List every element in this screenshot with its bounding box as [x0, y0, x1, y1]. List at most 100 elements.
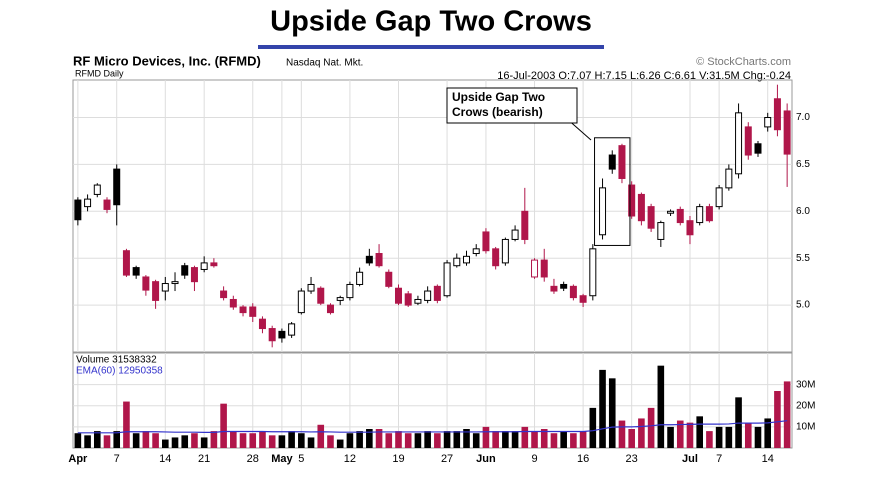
- candle-body: [152, 281, 160, 301]
- volume-bar: [608, 378, 616, 448]
- candle-body: [297, 290, 305, 314]
- candle-body: [608, 154, 616, 170]
- y-tick-label: 6.0: [796, 206, 810, 217]
- price-info: 16-Jul-2003 O:7.07 H:7.15 L:6.26 C:6.61 …: [497, 70, 791, 82]
- candle-body: [501, 238, 509, 264]
- candle-body: [249, 306, 257, 317]
- candle-body: [181, 265, 189, 276]
- volume-bar: [336, 439, 344, 448]
- candle-body: [783, 110, 791, 155]
- volume-bar: [268, 435, 276, 448]
- candle-body: [200, 262, 208, 270]
- volume-bar: [502, 431, 509, 448]
- x-tick-label: May: [271, 453, 293, 465]
- candle-body: [540, 259, 548, 278]
- volume-bar: [531, 431, 538, 448]
- volume-bar: [142, 431, 150, 448]
- volume-bar: [443, 431, 451, 448]
- candle-body: [132, 267, 140, 276]
- volume-bar: [715, 426, 723, 448]
- volume-bar: [638, 418, 645, 448]
- candle-body: [103, 199, 111, 210]
- volume-bar: [540, 429, 548, 448]
- y-tick-label: 6.5: [796, 159, 810, 170]
- volume-bar: [239, 433, 247, 448]
- volume-bar: [754, 426, 762, 448]
- volume-bar: [278, 435, 286, 448]
- candle-body: [560, 283, 568, 289]
- volume-bar: [230, 431, 237, 448]
- candle-body: [239, 306, 247, 314]
- x-tick-label: 9: [531, 453, 537, 465]
- volume-bar: [298, 433, 305, 448]
- volume-panel: [72, 352, 793, 449]
- candle-body: [667, 210, 675, 214]
- candle-body: [171, 281, 179, 285]
- volume-bar: [453, 431, 461, 448]
- candle-body: [288, 323, 296, 336]
- annotation: Upside Gap Two Crows (bearish): [446, 87, 592, 141]
- volume-bar: [774, 391, 781, 448]
- candle-body: [161, 283, 169, 292]
- candle-body: [414, 298, 422, 304]
- candle-body: [618, 145, 626, 179]
- candle-body: [326, 304, 334, 314]
- volume-bar: [404, 433, 412, 448]
- y-tick-label: 10M: [796, 422, 815, 433]
- candle-body: [764, 117, 772, 128]
- candle-body: [735, 112, 743, 175]
- y-tick-label: 30M: [796, 379, 815, 390]
- volume-bar: [686, 422, 694, 448]
- volume-bar: [706, 431, 713, 448]
- volume-bar: [366, 429, 373, 448]
- volume-bar: [113, 431, 121, 448]
- volume-bar: [84, 435, 91, 448]
- volume-bar: [74, 433, 82, 448]
- volume-bar: [783, 381, 791, 448]
- candle-body: [550, 285, 558, 292]
- candle-body: [317, 287, 325, 304]
- candle-body: [628, 184, 636, 217]
- candle-body: [365, 255, 373, 264]
- volume-bar: [414, 433, 422, 448]
- candle-body: [715, 187, 723, 208]
- volume-bar: [618, 420, 626, 448]
- chart-title: Upside Gap Two Crows: [270, 6, 592, 38]
- candle-body: [142, 276, 150, 291]
- volume-bar: [181, 435, 189, 448]
- candle-body: [210, 262, 218, 267]
- x-tick-label: 27: [441, 453, 453, 465]
- ema-line: [77, 420, 788, 434]
- volume-bar: [628, 429, 635, 448]
- volume-bar: [511, 431, 519, 448]
- candle-body: [599, 187, 607, 236]
- x-tick-label: Apr: [68, 453, 88, 465]
- volume-bar: [579, 431, 587, 448]
- volume-bar: [560, 431, 567, 448]
- volume-bar: [132, 433, 140, 448]
- volume-bar: [725, 426, 733, 448]
- volume-bar: [200, 437, 208, 448]
- volume-bar: [667, 426, 674, 448]
- volume-bar: [463, 429, 470, 448]
- volume-bar: [570, 433, 577, 448]
- chart-subtitle: RF Micro Devices, Inc. (RFMD): [73, 53, 261, 68]
- candle-body: [220, 290, 228, 299]
- annotation-text: Upside Gap Two: [452, 90, 545, 104]
- x-tick-label: 14: [762, 453, 774, 465]
- volume-bar: [123, 401, 130, 448]
- x-tick-label: 14: [159, 453, 171, 465]
- x-tick-label: Jul: [682, 453, 698, 465]
- candle-body: [472, 248, 480, 255]
- candle-body: [647, 206, 655, 229]
- volume-bar: [210, 431, 218, 448]
- candle-body: [482, 231, 490, 252]
- volume-bar: [307, 437, 315, 448]
- legend-label: EMA(60) 12950358: [76, 366, 163, 377]
- candle-body: [375, 253, 383, 267]
- candle-body: [278, 330, 286, 339]
- volume-bar: [162, 439, 169, 448]
- y-tick-label: 7.0: [796, 112, 810, 123]
